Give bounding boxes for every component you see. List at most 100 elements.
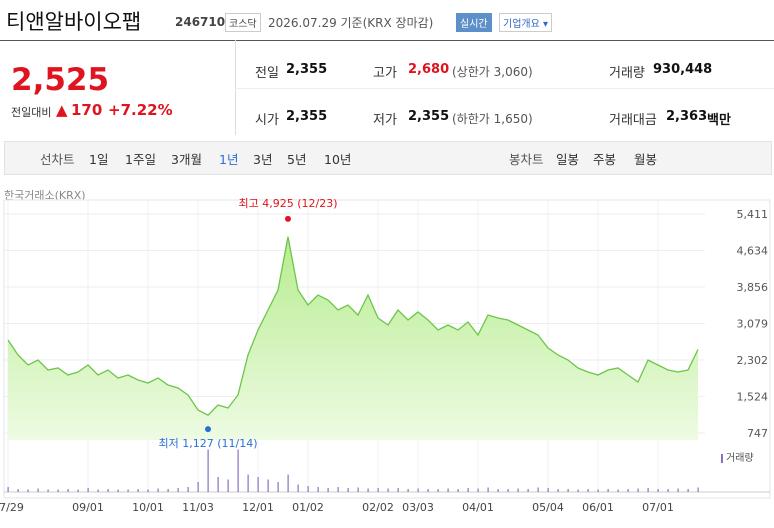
label: 전일 — [255, 66, 279, 81]
x-tick-label: 06/01 — [582, 501, 614, 514]
stock-name: 티앤알바이오팹 — [6, 10, 142, 34]
value: 2,680 — [408, 62, 450, 77]
line — [7, 236, 699, 416]
volume-bar — [367, 488, 369, 492]
stock-code: 246710 — [175, 15, 226, 29]
volume-bar — [257, 477, 259, 492]
volume-bar — [647, 488, 649, 492]
volume-bar — [537, 487, 539, 492]
x-tick-label: 04/01 — [462, 501, 494, 514]
tab[interactable]: 3년 — [253, 152, 273, 167]
volume-bar — [627, 489, 629, 492]
volume-bar — [167, 489, 169, 492]
volume-bar — [207, 449, 209, 492]
tab[interactable]: 3개월 — [171, 152, 202, 167]
realtime-button[interactable]: 실시간 — [456, 13, 492, 32]
y-tick-label: 2,302 — [737, 354, 769, 367]
volume-bar — [177, 488, 179, 492]
volume-bar — [277, 482, 279, 492]
volume-bar — [217, 477, 219, 492]
volume-bar — [127, 489, 129, 492]
volume-bar — [17, 489, 19, 492]
volume-bar — [87, 488, 89, 492]
volume-bar — [327, 488, 329, 492]
tab[interactable]: 1일 — [89, 152, 109, 167]
volume-bar — [267, 479, 269, 492]
volume-bar — [137, 489, 139, 492]
volume-bar — [487, 487, 489, 492]
x-tick-label: 12/01 — [242, 501, 274, 514]
volume-bar — [297, 484, 299, 492]
volume-bar — [317, 487, 319, 492]
volume-legend: 거래량 — [726, 452, 754, 464]
volume-bar — [397, 488, 399, 492]
tab[interactable]: 5년 — [287, 152, 307, 167]
volume-bar — [97, 489, 99, 492]
tab[interactable]: 주봉 — [593, 152, 617, 167]
volume-bar — [37, 488, 39, 492]
volume-bar — [247, 474, 249, 492]
volume-bar — [57, 489, 59, 492]
volume-bar — [197, 482, 199, 492]
volume-bar — [567, 489, 569, 492]
x-tick-label: 03/03 — [402, 501, 434, 514]
volume-bar — [27, 489, 29, 492]
x-tick-label: 09/01 — [72, 501, 104, 514]
volume-bar — [227, 479, 229, 492]
volume-bar — [107, 489, 109, 492]
volume-bar — [557, 489, 559, 492]
volume-bar — [157, 488, 159, 492]
volume-bar — [117, 489, 119, 492]
volume-bar — [597, 489, 599, 492]
chart: 거래량 747 1,524 2,302 3,079 3,856 4,634 5,411 07/… — [0, 197, 771, 514]
label: 고가 — [373, 66, 397, 81]
volume-bar — [667, 489, 669, 492]
tab[interactable]: 일봉 — [556, 152, 580, 167]
value: 930,448 — [653, 62, 713, 77]
x-tick-label: 02/02 — [362, 501, 394, 514]
volume-bar — [377, 488, 379, 492]
annotation-dot — [285, 215, 291, 222]
y-tick-label: 4,634 — [737, 244, 769, 257]
volume-bar — [607, 489, 609, 492]
company-button[interactable]: 기업개요 ▾ — [499, 13, 552, 32]
volume-bar — [357, 487, 359, 492]
volume-bar — [77, 489, 79, 492]
volume-bar — [387, 488, 389, 492]
market-tag: 코스닥 — [225, 13, 261, 32]
volume-bar — [467, 488, 469, 492]
tab[interactable]: 1주일 — [125, 152, 156, 167]
volume-bar — [47, 489, 49, 492]
value: 2,363 — [666, 109, 708, 124]
tab[interactable]: 1년 — [219, 152, 239, 167]
volume-bar — [237, 449, 239, 492]
tab[interactable]: 월봉 — [634, 152, 658, 167]
date: 2026.07.29 기준(KRX 장마감) — [268, 16, 434, 30]
volume-legend-swatch — [721, 454, 723, 463]
source: 한국거래소(KRX) — [4, 189, 86, 202]
y-tick-label: 1,524 — [737, 391, 769, 404]
x-tick-label: 10/01 — [132, 501, 164, 514]
annotation: 최저 1,127 (11/14) — [158, 437, 257, 450]
value: 2,355 — [408, 109, 450, 124]
x-tick-label: 11/03 — [182, 501, 214, 514]
volume-bar — [637, 488, 639, 492]
limit: (상한가 3,060) — [452, 65, 533, 79]
area — [8, 236, 698, 440]
change: 170 — [71, 101, 103, 119]
volume-bar — [617, 489, 619, 492]
volume-bar — [417, 488, 419, 492]
y-tick-label: 3,856 — [737, 281, 769, 294]
label: 거래대금 — [609, 113, 657, 128]
limit: (하한가 1,650) — [452, 112, 533, 126]
label: 저가 — [373, 113, 397, 128]
y-tick-label: 3,079 — [737, 318, 769, 331]
value: 2,355 — [286, 109, 328, 124]
tab[interactable]: 10년 — [324, 152, 352, 167]
unit: 백만 — [707, 113, 731, 128]
volume-bar — [527, 489, 529, 492]
value: 2,355 — [286, 62, 328, 77]
volume-bar — [657, 489, 659, 492]
change-arrow: ▲ — [56, 101, 68, 119]
